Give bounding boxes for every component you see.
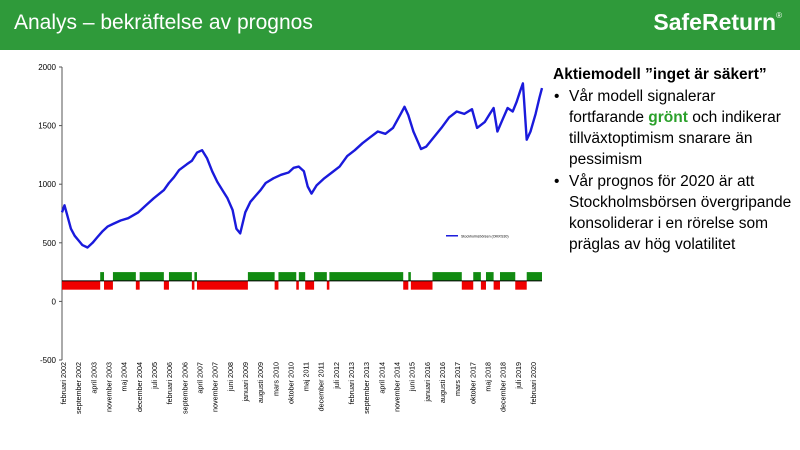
x-tick-label: september 2013 [362,362,371,414]
x-tick-label: augusti 2016 [438,362,447,403]
green-signal-band [247,272,275,281]
red-signal-band [305,280,315,290]
x-tick-label: februari 2020 [529,362,538,404]
green-signal-band [408,272,411,281]
red-signal-band [62,280,101,290]
x-tick-label: juni 2008 [226,362,235,392]
red-signal-band [403,280,409,290]
y-tick-label: 1500 [38,122,56,131]
green-signal-band [329,272,404,281]
green-signal-band [168,272,192,281]
signal-green-word: grönt [648,109,688,126]
green-signal-band [100,272,105,281]
green-signal-band [526,272,542,281]
x-tick-label: maj 2004 [120,362,129,392]
x-tick-label: oktober 2017 [468,362,477,404]
red-signal-band [480,280,486,290]
x-tick-label: december 2011 [317,362,326,411]
x-tick-label: september 2006 [180,362,189,414]
x-tick-label: juni 2015 [408,362,417,392]
x-tick-label: augusti 2009 [256,362,265,403]
x-tick-label: juli 2019 [514,362,523,390]
brand-logo: SafeReturn® [653,9,782,36]
x-tick-label: november 2014 [393,362,402,412]
x-tick-label: april 2014 [377,362,386,394]
green-signal-band [432,272,462,281]
header-bar: Analys – bekräftelse av prognos SafeRetu… [0,0,800,50]
bullet-signal-end: och indikerar tillväxtoptimism snarare ä… [569,109,781,168]
x-tick-label: september 2002 [74,362,83,414]
x-tick-label: november 2007 [211,362,220,412]
red-signal-band [191,280,195,290]
x-tick-label: april 2007 [196,362,205,394]
bullet-list: Vår modell signalerar fortfarande grönt … [553,86,793,255]
red-signal-band [326,280,330,290]
red-signal-band [104,280,113,290]
x-tick-label: mars 2010 [271,362,280,396]
index-price-line [60,82,544,249]
slide-title: Analys – bekräftelse av prognos [14,11,313,34]
index-chart: 2000 1500 1000 500 0 -500 Stockholmsbörsen (OM… [38,63,544,414]
y-tick-label: -500 [40,356,57,365]
x-tick-label: februari 2002 [59,362,68,404]
x-tick-label: juli 2005 [150,362,159,390]
x-tick-label: december 2018 [499,362,508,412]
analysis-panel: Aktiemodell ”inget är säkert” Vår modell… [553,66,793,256]
green-signal-band [194,272,197,281]
x-tick-label: mars 2017 [453,362,462,396]
x-tick-label: december 2004 [135,362,144,412]
bullet-signal-start: Vår modell signalerar fortfarande [569,88,716,126]
bullet-signal: Vår modell signalerar fortfarande grönt … [553,86,793,170]
x-tick-label: november 2003 [105,362,114,412]
red-signal-band [410,280,433,290]
red-signal-band [163,280,169,290]
red-signal-band [135,280,140,290]
green-signal-band [499,272,516,281]
x-tick-label: januari 2009 [241,362,250,403]
green-signal-band [278,272,297,281]
registered-mark: ® [776,11,782,20]
red-signal-band [296,280,299,290]
green-signal-band [112,272,136,281]
x-tick-label: januari 2016 [423,362,432,403]
red-signal-band [196,280,248,290]
green-signal-band [314,272,327,281]
green-signal-band [298,272,306,281]
x-tick-label: februari 2006 [165,362,174,404]
red-signal-band [274,280,279,290]
y-tick-label: 0 [52,297,57,306]
x-tick-label: maj 2011 [302,362,311,391]
green-signal-band [473,272,481,281]
y-tick-label: 2000 [38,63,56,72]
x-tick-label: maj 2018 [484,362,493,392]
brand-name: SafeReturn [653,9,777,35]
green-signal-band [139,272,164,281]
x-tick-label: juli 2012 [332,362,341,390]
green-signal-band [485,272,494,281]
x-tick-label: april 2003 [89,362,98,394]
red-signal-band [461,280,474,290]
y-tick-label: 500 [43,239,57,248]
red-signal-band [493,280,500,290]
x-tick-label: oktober 2010 [286,362,295,404]
legend-label: Stockholmsbörsen (OMXS30) [461,234,509,238]
red-signal-band [515,280,527,290]
x-tick-label: februari 2013 [347,362,356,404]
panel-title: Aktiemodell ”inget är säkert” [553,66,767,83]
bullet-forecast: Vår prognos för 2020 är att Stockholmsbö… [553,171,793,255]
y-tick-label: 1000 [38,180,56,189]
